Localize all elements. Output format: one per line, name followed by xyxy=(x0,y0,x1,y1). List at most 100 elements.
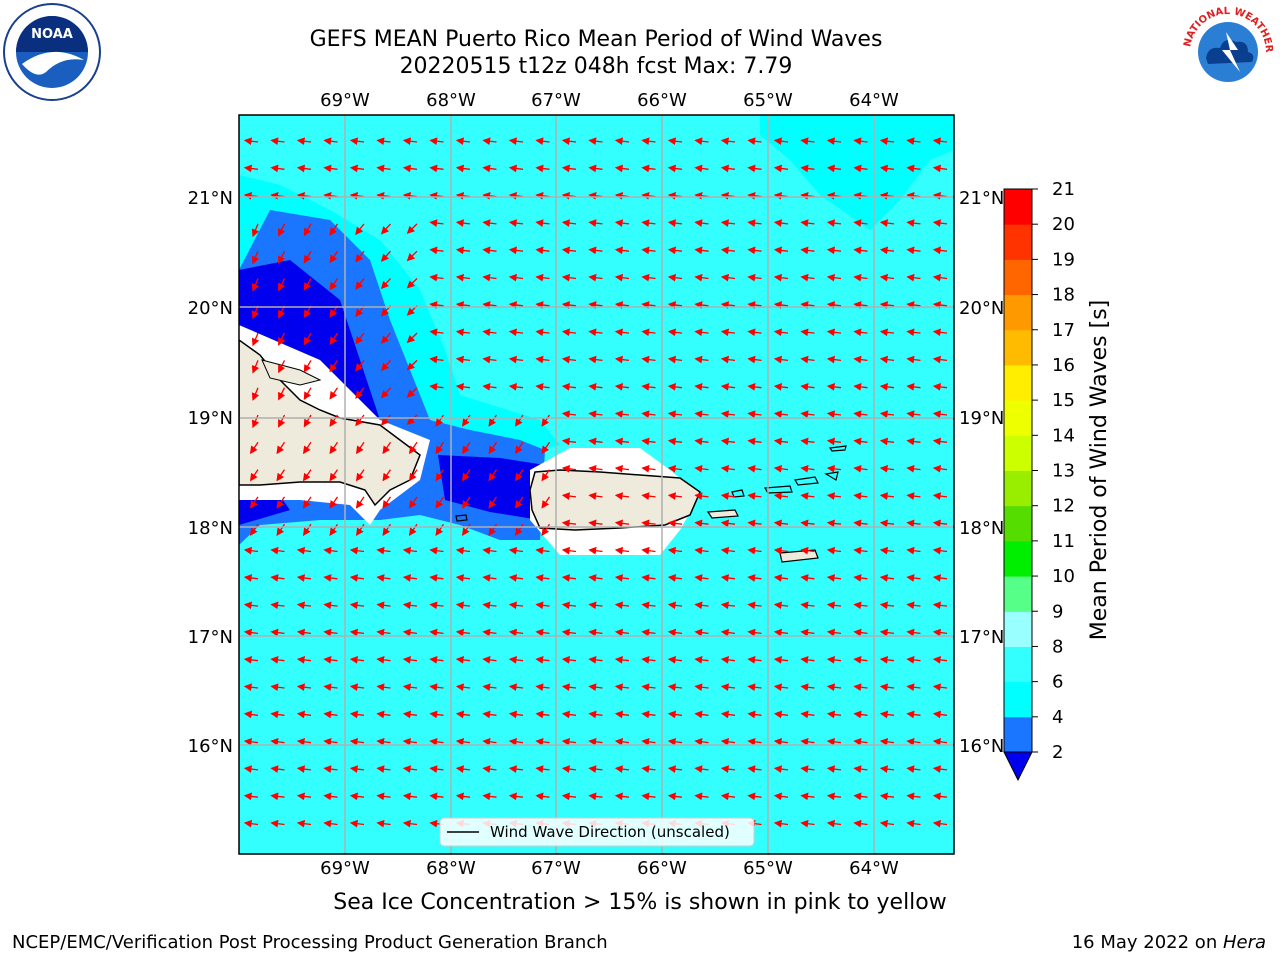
wind-wave-arrow xyxy=(508,656,524,664)
wind-wave-arrow xyxy=(482,137,497,146)
wind-wave-arrow xyxy=(614,601,630,610)
wind-wave-arrow xyxy=(482,656,497,664)
wind-wave-arrow xyxy=(541,441,551,455)
wind-wave-arrow xyxy=(355,278,365,290)
wind-wave-arrow xyxy=(535,246,550,255)
wind-wave-arrow xyxy=(296,164,312,173)
wind-wave-arrow xyxy=(879,737,895,746)
wind-wave-arrow xyxy=(482,601,497,610)
wind-wave-arrow xyxy=(694,437,709,446)
wind-wave-arrow xyxy=(826,628,842,637)
wind-wave-arrow xyxy=(853,164,868,173)
wind-wave-arrow xyxy=(747,383,762,391)
wind-wave-arrow xyxy=(323,546,338,555)
wind-wave-arrow xyxy=(853,219,868,227)
wind-wave-arrow xyxy=(249,469,259,482)
wind-wave-arrow xyxy=(278,250,286,264)
wind-wave-arrow xyxy=(296,737,312,746)
wind-wave-arrow xyxy=(488,441,498,455)
wind-wave-arrow xyxy=(303,250,312,264)
wind-wave-arrow xyxy=(482,328,497,337)
wind-wave-arrow xyxy=(251,387,260,401)
wind-wave-arrow xyxy=(461,496,471,509)
wind-wave-arrow xyxy=(800,246,815,255)
wind-wave-arrow xyxy=(694,246,709,255)
colorbar-segment xyxy=(1004,576,1032,612)
wind-wave-arrow xyxy=(588,273,603,282)
colorbar-tick-label: 18 xyxy=(1052,285,1075,306)
wind-wave-arrow xyxy=(694,219,709,227)
wind-wave-arrow xyxy=(773,219,789,227)
wind-wave-arrow xyxy=(641,219,656,227)
wind-wave-arrow xyxy=(380,414,391,426)
wind-wave-arrow xyxy=(906,492,921,500)
wind-wave-arrow xyxy=(303,360,312,373)
wind-wave-arrow xyxy=(408,469,418,482)
wind-wave-arrow xyxy=(641,137,656,146)
wind-wave-arrow xyxy=(482,710,497,719)
wind-wave-arrow xyxy=(270,164,285,173)
wind-wave-arrow xyxy=(243,546,259,555)
wind-wave-arrow xyxy=(932,519,948,528)
wind-wave-arrow xyxy=(278,360,286,374)
wind-wave-arrow xyxy=(853,355,868,364)
wind-wave-arrow xyxy=(932,574,948,582)
wind-wave-arrow xyxy=(482,246,497,255)
wind-wave-arrow xyxy=(800,301,815,309)
wind-wave-arrow xyxy=(614,383,630,391)
wind-wave-arrow xyxy=(455,737,471,746)
wind-wave-arrow xyxy=(641,683,656,692)
wind-wave-arrow xyxy=(514,469,524,482)
wind-wave-arrow xyxy=(694,519,709,528)
wind-wave-arrow xyxy=(535,273,550,282)
wind-wave-arrow xyxy=(508,383,524,391)
wind-wave-arrow xyxy=(329,523,339,536)
wind-wave-arrow xyxy=(641,601,656,610)
wind-wave-arrow xyxy=(243,683,259,692)
wind-wave-arrow xyxy=(800,601,815,610)
wind-wave-arrow xyxy=(720,164,736,173)
wind-wave-arrow xyxy=(535,137,550,146)
wind-wave-arrow xyxy=(932,437,948,446)
wind-wave-arrow xyxy=(747,601,762,610)
wind-wave-arrow xyxy=(641,792,656,801)
wind-wave-arrow xyxy=(535,710,550,719)
wind-wave-arrow xyxy=(276,523,286,536)
wind-wave-arrow xyxy=(879,710,895,719)
wind-wave-arrow xyxy=(720,546,736,555)
wind-wave-arrow xyxy=(614,574,630,582)
wind-wave-arrow xyxy=(302,441,312,455)
wind-wave-arrow xyxy=(667,355,683,364)
wind-wave-arrow xyxy=(376,683,391,692)
colorbar-tick-label: 4 xyxy=(1052,707,1063,728)
wind-wave-arrow xyxy=(853,601,868,610)
colorbar-segment xyxy=(1004,540,1032,577)
wind-wave-arrow xyxy=(614,492,630,500)
wind-wave-arrow xyxy=(508,765,524,773)
wind-wave-arrow xyxy=(435,496,445,509)
wind-wave-arrow xyxy=(826,355,842,364)
wind-wave-arrow xyxy=(349,819,365,828)
tortola-island xyxy=(794,476,819,486)
wind-wave-arrow xyxy=(853,737,868,746)
wind-wave-arrow xyxy=(879,137,895,146)
wind-wave-arrow xyxy=(406,387,418,398)
wind-wave-arrow xyxy=(720,492,736,500)
wind-wave-arrow xyxy=(641,492,656,500)
wind-wave-arrow xyxy=(429,765,444,773)
wind-wave-arrow xyxy=(720,437,736,446)
lat-label-right: 17°N xyxy=(959,627,1004,648)
wind-wave-arrow xyxy=(614,164,630,173)
wind-wave-arrow xyxy=(296,710,312,719)
wind-wave-arrow xyxy=(243,765,259,773)
wind-wave-arrow xyxy=(296,683,312,692)
wind-wave-arrow xyxy=(879,683,895,692)
wind-wave-arrow xyxy=(800,273,815,282)
wind-wave-arrow xyxy=(296,656,312,664)
nws-logo: NATIONAL WEATHER SERVICE xyxy=(1178,2,1276,100)
wind-wave-arrow xyxy=(243,819,259,828)
wind-wave-arrow xyxy=(826,328,842,337)
wind-wave-arrow xyxy=(694,492,709,500)
wind-wave-arrow xyxy=(694,792,709,801)
wind-wave-arrow xyxy=(853,410,868,419)
